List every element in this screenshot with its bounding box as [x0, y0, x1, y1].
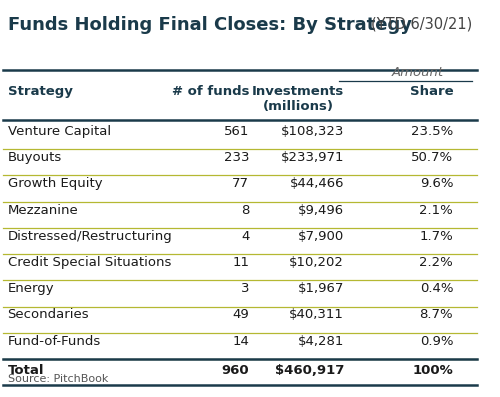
Text: $9,496: $9,496 [298, 204, 344, 217]
Text: Strategy: Strategy [8, 85, 72, 98]
Text: Funds Holding Final Closes: By Strategy: Funds Holding Final Closes: By Strategy [8, 17, 411, 35]
Text: 0.9%: 0.9% [420, 335, 453, 348]
Text: 2.1%: 2.1% [420, 204, 453, 217]
Text: 14: 14 [232, 335, 250, 348]
Text: Mezzanine: Mezzanine [8, 204, 79, 217]
Text: Distressed/Restructuring: Distressed/Restructuring [8, 230, 172, 243]
Text: $44,466: $44,466 [290, 177, 344, 191]
Text: $1,967: $1,967 [298, 282, 344, 295]
Text: 561: 561 [224, 125, 250, 138]
Text: Secondaries: Secondaries [8, 308, 89, 322]
Text: $7,900: $7,900 [298, 230, 344, 243]
Text: 8.7%: 8.7% [420, 308, 453, 322]
Text: Investments
(millions): Investments (millions) [252, 85, 344, 113]
Text: 960: 960 [222, 364, 250, 377]
Text: $460,917: $460,917 [274, 364, 344, 377]
Text: 100%: 100% [412, 364, 453, 377]
Text: 4: 4 [241, 230, 250, 243]
Text: # of funds: # of funds [172, 85, 250, 98]
Text: Growth Equity: Growth Equity [8, 177, 102, 191]
Text: Share: Share [410, 85, 453, 98]
Text: 11: 11 [232, 256, 250, 269]
Text: Amount: Amount [392, 66, 444, 79]
Text: 0.4%: 0.4% [420, 282, 453, 295]
Text: 23.5%: 23.5% [411, 125, 453, 138]
Text: 1.7%: 1.7% [420, 230, 453, 243]
Text: Total: Total [8, 364, 44, 377]
Text: $108,323: $108,323 [280, 125, 344, 138]
Text: $4,281: $4,281 [298, 335, 344, 348]
Text: $233,971: $233,971 [280, 151, 344, 164]
Text: 233: 233 [224, 151, 250, 164]
Text: (YTD 6/30/21): (YTD 6/30/21) [371, 17, 472, 31]
Text: $40,311: $40,311 [289, 308, 344, 322]
Text: 2.2%: 2.2% [420, 256, 453, 269]
Text: 50.7%: 50.7% [411, 151, 453, 164]
Text: Source: PitchBook: Source: PitchBook [8, 374, 108, 384]
Text: Venture Capital: Venture Capital [8, 125, 111, 138]
Text: Fund-of-Funds: Fund-of-Funds [8, 335, 101, 348]
Text: Credit Special Situations: Credit Special Situations [8, 256, 171, 269]
Text: Energy: Energy [8, 282, 54, 295]
Text: $10,202: $10,202 [289, 256, 344, 269]
Text: 77: 77 [232, 177, 250, 191]
Text: 9.6%: 9.6% [420, 177, 453, 191]
Text: 3: 3 [241, 282, 250, 295]
Text: 8: 8 [241, 204, 250, 217]
Text: Buyouts: Buyouts [8, 151, 62, 164]
Text: 49: 49 [232, 308, 250, 322]
